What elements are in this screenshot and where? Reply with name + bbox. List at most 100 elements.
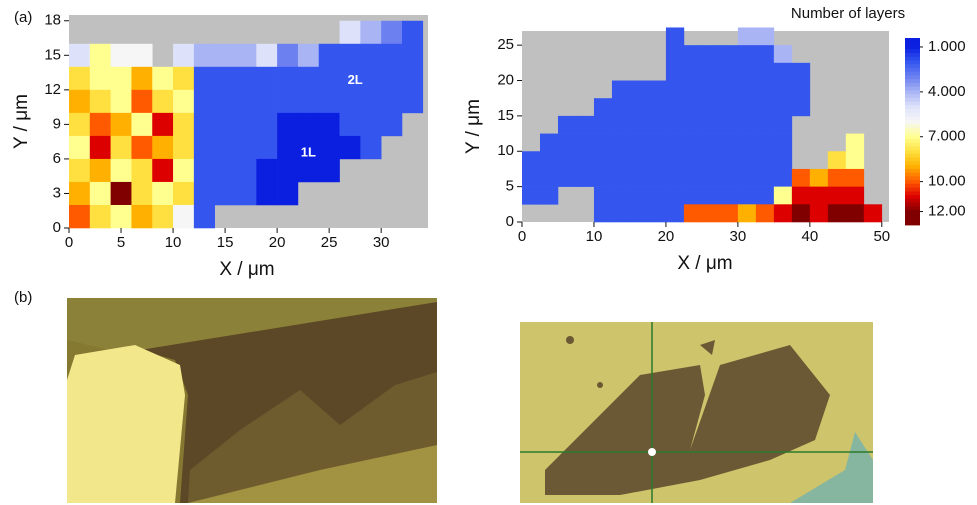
heat-cell	[214, 181, 236, 206]
heat-cell	[683, 133, 703, 152]
heat-cell	[131, 66, 153, 91]
annotation: 2L	[348, 72, 363, 87]
heat-cell	[69, 135, 91, 160]
heat-cell	[809, 186, 829, 205]
x-tick-label: 30	[373, 234, 390, 251]
heat-cell	[719, 186, 739, 205]
heat-cell	[89, 158, 111, 183]
heat-cell	[611, 115, 631, 134]
micrograph-left	[67, 298, 437, 503]
heat-cell	[701, 80, 721, 99]
heat-cell	[360, 43, 382, 68]
colorbar-label: 1.000	[928, 38, 966, 55]
heat-cell	[593, 186, 613, 205]
y-tick-label: 6	[53, 150, 61, 167]
colorbar-step	[905, 86, 920, 91]
heat-cell	[297, 158, 320, 183]
heat-cell	[755, 80, 775, 99]
heat-cell	[381, 43, 403, 68]
y-tick-label: 9	[53, 115, 61, 132]
colorbar-step	[905, 187, 920, 192]
y-tick-label: 20	[497, 71, 514, 88]
heat-cell	[665, 98, 685, 117]
heat-cell	[629, 98, 649, 117]
heat-cell	[193, 158, 215, 183]
heat-cell	[755, 186, 775, 205]
heat-cell	[297, 66, 320, 91]
y-tick-label: 3	[53, 184, 61, 201]
heat-cell	[755, 204, 775, 223]
heat-cell	[827, 186, 847, 205]
y-axis-label: Y / μm	[463, 99, 484, 154]
heat-cell	[360, 20, 382, 45]
heat-cell	[737, 115, 757, 134]
heat-cell	[755, 45, 775, 64]
colorbar-step	[905, 109, 920, 114]
heat-cell	[593, 204, 613, 223]
heat-cell	[809, 204, 829, 223]
heat-cell	[719, 168, 739, 187]
heat-cell	[235, 112, 257, 137]
heat-cell	[737, 151, 757, 170]
heat-cell	[719, 115, 739, 134]
heat-cell	[593, 168, 613, 187]
heat-cell	[89, 135, 111, 160]
heat-cell	[719, 98, 739, 117]
heat-cell	[647, 133, 667, 152]
colorbar-step	[905, 202, 920, 207]
heat-cell	[683, 62, 703, 81]
heat-cell	[214, 158, 236, 183]
heat-cell	[791, 186, 811, 205]
heat-cell	[339, 112, 361, 137]
colorbar-step	[905, 153, 920, 159]
colorbar-step	[905, 56, 920, 61]
colorbar-label: 10.00	[928, 173, 966, 190]
heat-cell	[593, 115, 613, 134]
heat-cell	[318, 158, 340, 183]
heat-cell	[683, 168, 703, 187]
heat-cell	[69, 66, 91, 91]
heat-cell	[152, 158, 174, 183]
heat-cell	[339, 135, 361, 160]
heat-cell	[737, 133, 757, 152]
colorbar-step	[905, 135, 920, 140]
heat-cell	[235, 158, 257, 183]
heat-cell	[110, 204, 132, 229]
heat-cell	[131, 204, 153, 229]
colorbar-step	[905, 49, 920, 54]
heat-cell	[845, 186, 865, 205]
heat-cell	[539, 133, 559, 152]
heat-cell	[845, 133, 865, 152]
heat-cell	[173, 135, 195, 160]
heat-cell	[131, 112, 153, 137]
heat-cell	[277, 135, 299, 160]
heat-cell	[235, 89, 257, 114]
heat-cell	[665, 115, 685, 134]
colorbar-step	[905, 90, 920, 95]
heat-cell	[173, 43, 195, 68]
heat-cell	[737, 80, 757, 99]
heat-cell	[557, 151, 577, 170]
heat-cell	[173, 158, 195, 183]
colorbar-step	[905, 161, 920, 166]
colorbar-step	[905, 120, 920, 125]
colorbar-step	[905, 180, 920, 185]
heat-cell	[193, 181, 215, 206]
heat-cell	[611, 151, 631, 170]
colorbar-step	[905, 221, 920, 226]
heat-cell	[360, 89, 382, 114]
colorbar-step	[905, 64, 920, 69]
colorbar-step	[905, 124, 920, 129]
heat-cell	[845, 168, 865, 187]
heat-cell	[665, 133, 685, 152]
colorbar-step	[905, 198, 920, 203]
heat-cell	[719, 133, 739, 152]
heat-cell	[755, 151, 775, 170]
heat-cell	[773, 115, 793, 134]
heat-cell	[557, 133, 577, 152]
heat-cell	[575, 151, 595, 170]
x-tick-label: 50	[873, 228, 890, 245]
heat-cell	[110, 89, 132, 114]
heat-cell	[339, 43, 361, 68]
heat-cell	[845, 151, 865, 170]
